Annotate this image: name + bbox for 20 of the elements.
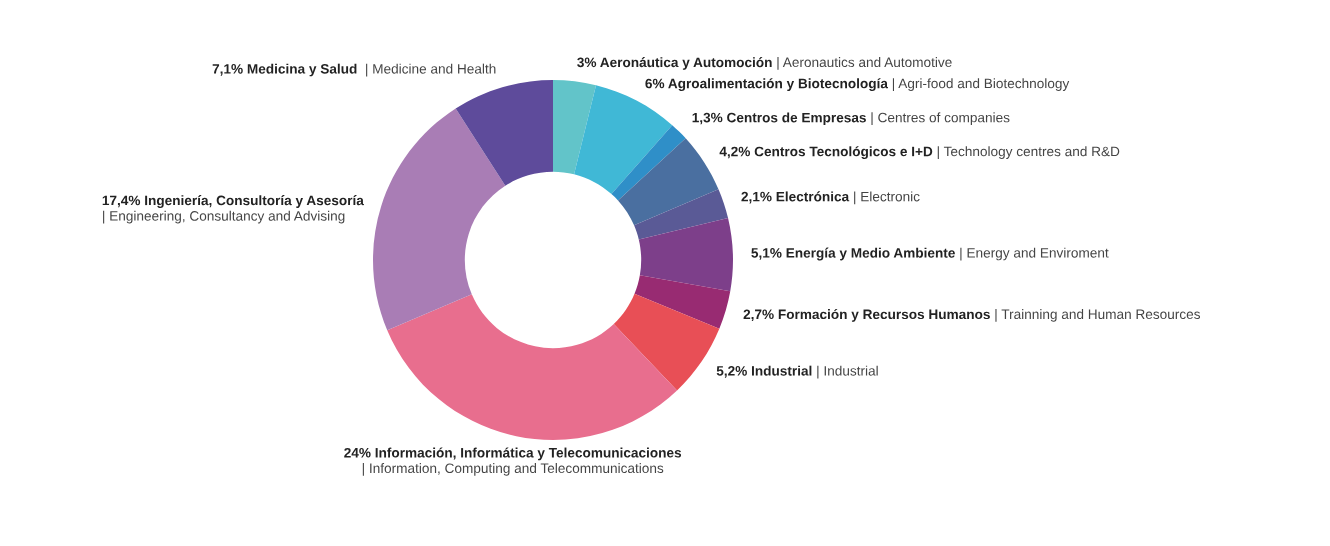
slice-label: 5,2% Industrial | Industrial [716,365,878,379]
slice-label: 3% Aeronáutica y Automoción | Aeronautics and Automotive [577,57,952,70]
donut-slice [638,218,733,292]
slice-label: 2,7% Formación y Recursos Humanos | Trainning and Human Resources [743,309,1201,322]
slice-label: 24% Información, Informática y Telecomunicaciones | Information, Computing and Telecommunications [344,447,682,476]
slice-label: 4,2% Centros Tecnológicos e I+D | Technology centres and R&D [719,146,1120,160]
donut-slice [611,125,686,201]
slice-label: 5,1% Energía y Medio Ambiente | Energy and Enviroment [751,247,1109,261]
donut-slice [553,80,597,175]
donut-slice [387,294,678,440]
donut-slice [455,80,553,186]
slice-label: 1,3% Centros de Empresas | Centres of companies [692,112,1010,126]
donut-slice [618,138,719,226]
donut-slice [373,108,506,331]
donut-slice [634,189,729,240]
slice-label: 17,4% Ingeniería, Consultoría y Asesoría | Engineering, Consultancy and Advising [102,195,364,224]
donut-slice [634,275,731,329]
slice-label: 7,1% Medicina y Salud | Medicine and Health [212,63,496,77]
slice-label: 6% Agroalimentación y Biotecnología | Agri-food and Biotechnology [645,78,1070,92]
slice-label: 2,1% Electrónica | Electronic [741,191,920,205]
